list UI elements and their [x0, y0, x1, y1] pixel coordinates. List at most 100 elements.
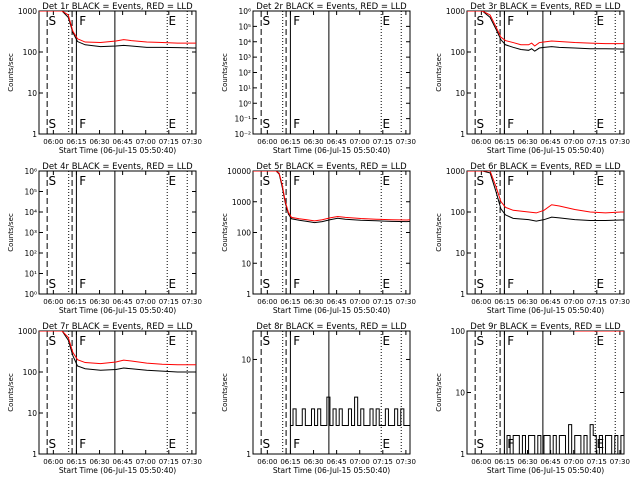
flag-label-E: E	[383, 437, 391, 451]
flag-label-E: E	[169, 277, 177, 291]
flag-label-S: S	[48, 437, 56, 451]
panel-det-7: Det 7r BLACK = Events, RED = LLD 1 10 100 10…	[7, 322, 202, 475]
panel-det-8: Det 8r BLACK = Events, RED = LLD 1 10 06:00…	[221, 322, 416, 475]
x-tick-label: 06:45	[541, 298, 561, 306]
flag-label-S: S	[476, 437, 484, 451]
x-tick-label: 07:30	[610, 298, 630, 306]
plot-frame	[38, 330, 197, 455]
series-line-lld	[39, 331, 196, 366]
flag-label-F: F	[79, 334, 86, 348]
panel-det-2: Det 2r BLACK = Events, RED = LLD 10⁻² 10⁻¹…	[221, 2, 416, 155]
y-tick-label: 10⁵	[238, 22, 251, 31]
series-line-lld	[39, 11, 196, 44]
y-tick-label: 1000	[18, 327, 37, 336]
y-tick-label: 1	[246, 450, 251, 459]
series-line-lld	[253, 171, 410, 222]
x-tick-label: 06:00	[471, 458, 491, 466]
x-tick-label: 07:30	[610, 458, 630, 466]
panel-det-5: Det 5r BLACK = Events, RED = LLD 1 10 100 10…	[221, 162, 416, 315]
x-tick-label: 06:45	[541, 138, 561, 146]
x-tick-label: 07:30	[182, 458, 202, 466]
x-tick-label: 07:15	[587, 138, 607, 146]
x-tick-label: 06:45	[541, 458, 561, 466]
series-group	[253, 171, 410, 224]
series-group	[39, 331, 196, 373]
y-tick-label: 10⁶	[24, 167, 37, 176]
flag-label-E: E	[597, 174, 605, 188]
series-line-events	[467, 171, 624, 222]
x-tick-label: 06:15	[280, 138, 300, 146]
flag-label-S: S	[476, 117, 484, 131]
x-tick-label: 06:00	[471, 138, 491, 146]
y-tick-label: 1000	[446, 167, 465, 176]
panel-title: Det 8r BLACK = Events, RED = LLD	[256, 322, 407, 332]
y-tick-label: 100	[451, 327, 466, 336]
x-tick-label: 06:15	[280, 458, 300, 466]
series-line-events	[467, 11, 624, 52]
flag-label-E: E	[383, 117, 391, 131]
flag-label-S: S	[262, 174, 270, 188]
y-axis-label: Counts/sec	[221, 213, 229, 252]
series-line-lld	[467, 171, 624, 214]
x-tick-label: 06:30	[89, 138, 109, 146]
panel-det-4: Det 4r BLACK = Events, RED = LLD 10⁰ 10¹ 10…	[7, 162, 202, 315]
y-axis-label: Counts/sec	[435, 53, 443, 92]
x-axis-label: Start Time (06-Jul-15 05:50:40)	[487, 146, 604, 155]
x-tick-label: 06:15	[280, 298, 300, 306]
flag-label-F: F	[507, 334, 514, 348]
flag-label-F: F	[79, 277, 86, 291]
flag-label-S: S	[262, 277, 270, 291]
y-tick-label: 10	[241, 259, 251, 268]
plot-frame	[466, 10, 625, 135]
series-line-events	[39, 11, 196, 49]
y-tick-label: 10	[455, 89, 465, 98]
x-tick-label: 06:30	[517, 458, 537, 466]
x-tick-label: 07:15	[159, 298, 179, 306]
y-tick-label: 100	[23, 48, 38, 57]
y-tick-label: 10¹	[238, 84, 251, 93]
series-line-lld	[467, 11, 624, 47]
x-tick-label: 07:15	[159, 458, 179, 466]
x-tick-label: 06:00	[43, 138, 63, 146]
x-tick-label: 06:30	[517, 298, 537, 306]
flag-label-E: E	[169, 437, 177, 451]
y-tick-label: 10³	[24, 229, 37, 238]
x-tick-label: 06:15	[66, 458, 86, 466]
flag-label-S: S	[262, 437, 270, 451]
panel-det-3: Det 3r BLACK = Events, RED = LLD 1 10 100 10…	[435, 2, 630, 155]
flag-label-S: S	[48, 174, 56, 188]
flag-label-S: S	[476, 277, 484, 291]
x-axis-label: Start Time (06-Jul-15 05:50:40)	[487, 466, 604, 475]
flag-label-F: F	[293, 14, 300, 28]
flag-label-E: E	[169, 14, 177, 28]
series-line-events	[503, 424, 624, 454]
flag-label-E: E	[597, 277, 605, 291]
series-line-events	[39, 331, 196, 373]
flag-label-F: F	[293, 117, 300, 131]
x-tick-label: 07:00	[350, 298, 370, 306]
x-axis-label: Start Time (06-Jul-15 05:50:40)	[273, 306, 390, 315]
series-line-events	[289, 396, 410, 427]
x-tick-label: 06:15	[494, 458, 514, 466]
series-group	[467, 11, 624, 52]
x-tick-label: 07:00	[350, 458, 370, 466]
plot-frame	[252, 10, 411, 135]
flag-label-E: E	[383, 174, 391, 188]
panel-title: Det 2r BLACK = Events, RED = LLD	[256, 2, 407, 12]
x-tick-label: 07:00	[564, 138, 584, 146]
y-tick-label: 1	[460, 450, 465, 459]
x-tick-label: 07:00	[136, 298, 156, 306]
plot-frame	[252, 170, 411, 295]
x-tick-label: 07:15	[373, 298, 393, 306]
series-group	[39, 11, 196, 49]
y-tick-label: 10⁻¹	[234, 115, 251, 124]
x-tick-label: 07:00	[564, 298, 584, 306]
y-tick-label: 1	[460, 130, 465, 139]
series-group	[289, 396, 410, 427]
y-tick-label: 1	[32, 450, 37, 459]
flag-label-F: F	[79, 117, 86, 131]
x-axis-label: Start Time (06-Jul-15 05:50:40)	[273, 466, 390, 475]
y-tick-label: 100	[451, 48, 466, 57]
x-tick-label: 07:00	[136, 458, 156, 466]
x-tick-label: 06:45	[327, 298, 347, 306]
